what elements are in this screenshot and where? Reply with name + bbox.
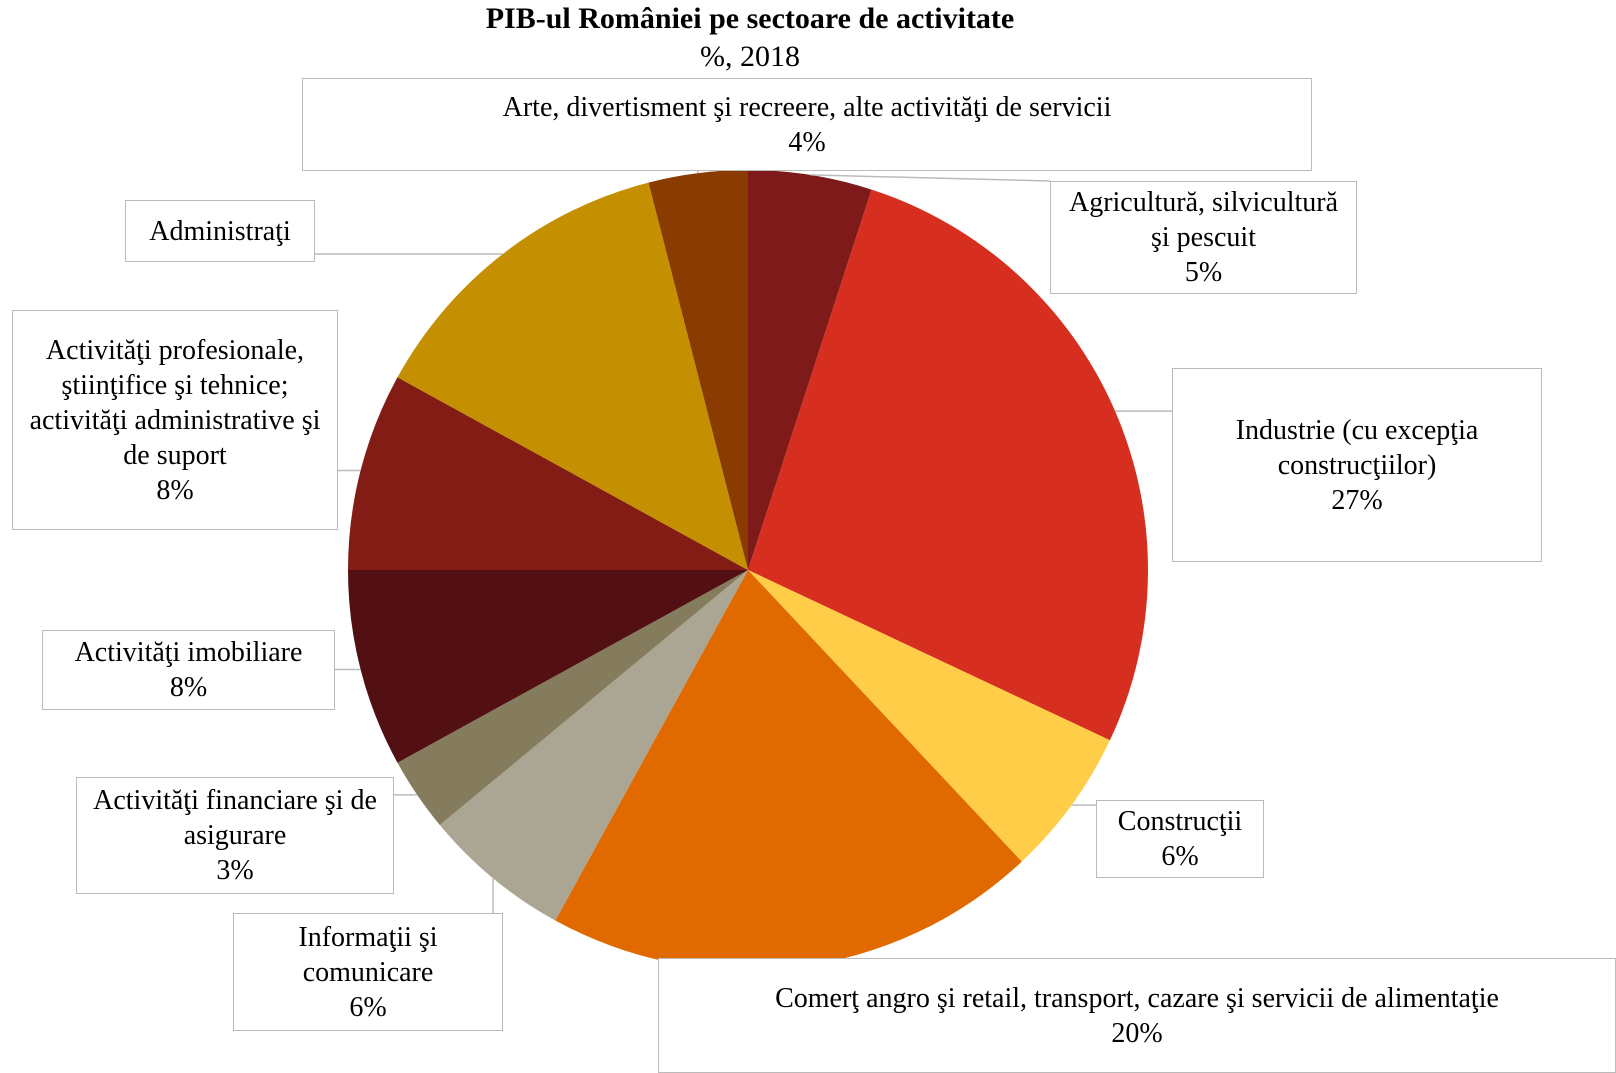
data-label: Informaţii şi comunicare 6%: [233, 913, 503, 1031]
pie-slice: [748, 170, 872, 570]
leader-line: [810, 174, 1051, 182]
pie-slice: [748, 570, 1110, 862]
label-value: 20%: [1111, 1017, 1163, 1049]
data-label: Arte, divertisment şi recreere, alte act…: [302, 78, 1312, 171]
label-name: Arte, divertisment şi recreere, alte act…: [502, 91, 1112, 123]
pie-slice: [348, 377, 748, 570]
label-value: 8%: [156, 474, 194, 506]
pie-slice: [397, 570, 748, 825]
label-value: 4%: [788, 126, 826, 158]
label-name: Activităţi financiare şi de asigurare: [93, 785, 377, 851]
pie-slice: [555, 570, 1022, 970]
data-label: Activităţi financiare şi de asigurare 3%: [76, 777, 394, 894]
pie-slice: [439, 570, 748, 921]
label-name: Agricultură, silvicultură şi pescuit: [1068, 187, 1339, 253]
label-name: Administraţi: [149, 215, 291, 247]
pie-slice: [397, 182, 748, 570]
label-value: 6%: [349, 991, 387, 1023]
pie-slice: [748, 189, 1148, 741]
label-value: 5%: [1184, 257, 1223, 288]
label-name: Comerţ angro şi retail, transport, cazar…: [775, 982, 1499, 1014]
label-name: Informaţii şi comunicare: [298, 921, 438, 988]
chart-title: PIB-ul României pe sectoare de activitat…: [485, 2, 1015, 35]
label-name: Industrie (cu excepţia construcţiilor): [1235, 414, 1479, 481]
label-name: Activităţi imobiliare: [74, 637, 303, 668]
label-value: 3%: [216, 855, 254, 886]
label-name: Activităţi profesionale, ştiinţifice şi …: [29, 334, 321, 471]
data-label: Agricultură, silvicultură şi pescuit 5%: [1050, 181, 1357, 294]
data-label: Administraţi: [125, 200, 315, 262]
data-label: Construcţii 6%: [1096, 800, 1264, 878]
label-value: 27%: [1331, 484, 1383, 516]
label-value: 6%: [1161, 841, 1199, 872]
pie-slice: [348, 570, 748, 763]
pie-slice: [648, 170, 748, 570]
label-value: 8%: [169, 672, 208, 703]
data-label: Activităţi profesionale, ştiinţifice şi …: [12, 310, 338, 530]
data-label: Industrie (cu excepţia construcţiilor) 27…: [1172, 368, 1542, 562]
label-name: Construcţii: [1117, 806, 1243, 837]
data-label: Activităţi imobiliare 8%: [42, 630, 335, 710]
data-label: Comerţ angro şi retail, transport, cazar…: [658, 958, 1616, 1073]
chart-subtitle: %, 2018: [700, 40, 800, 73]
